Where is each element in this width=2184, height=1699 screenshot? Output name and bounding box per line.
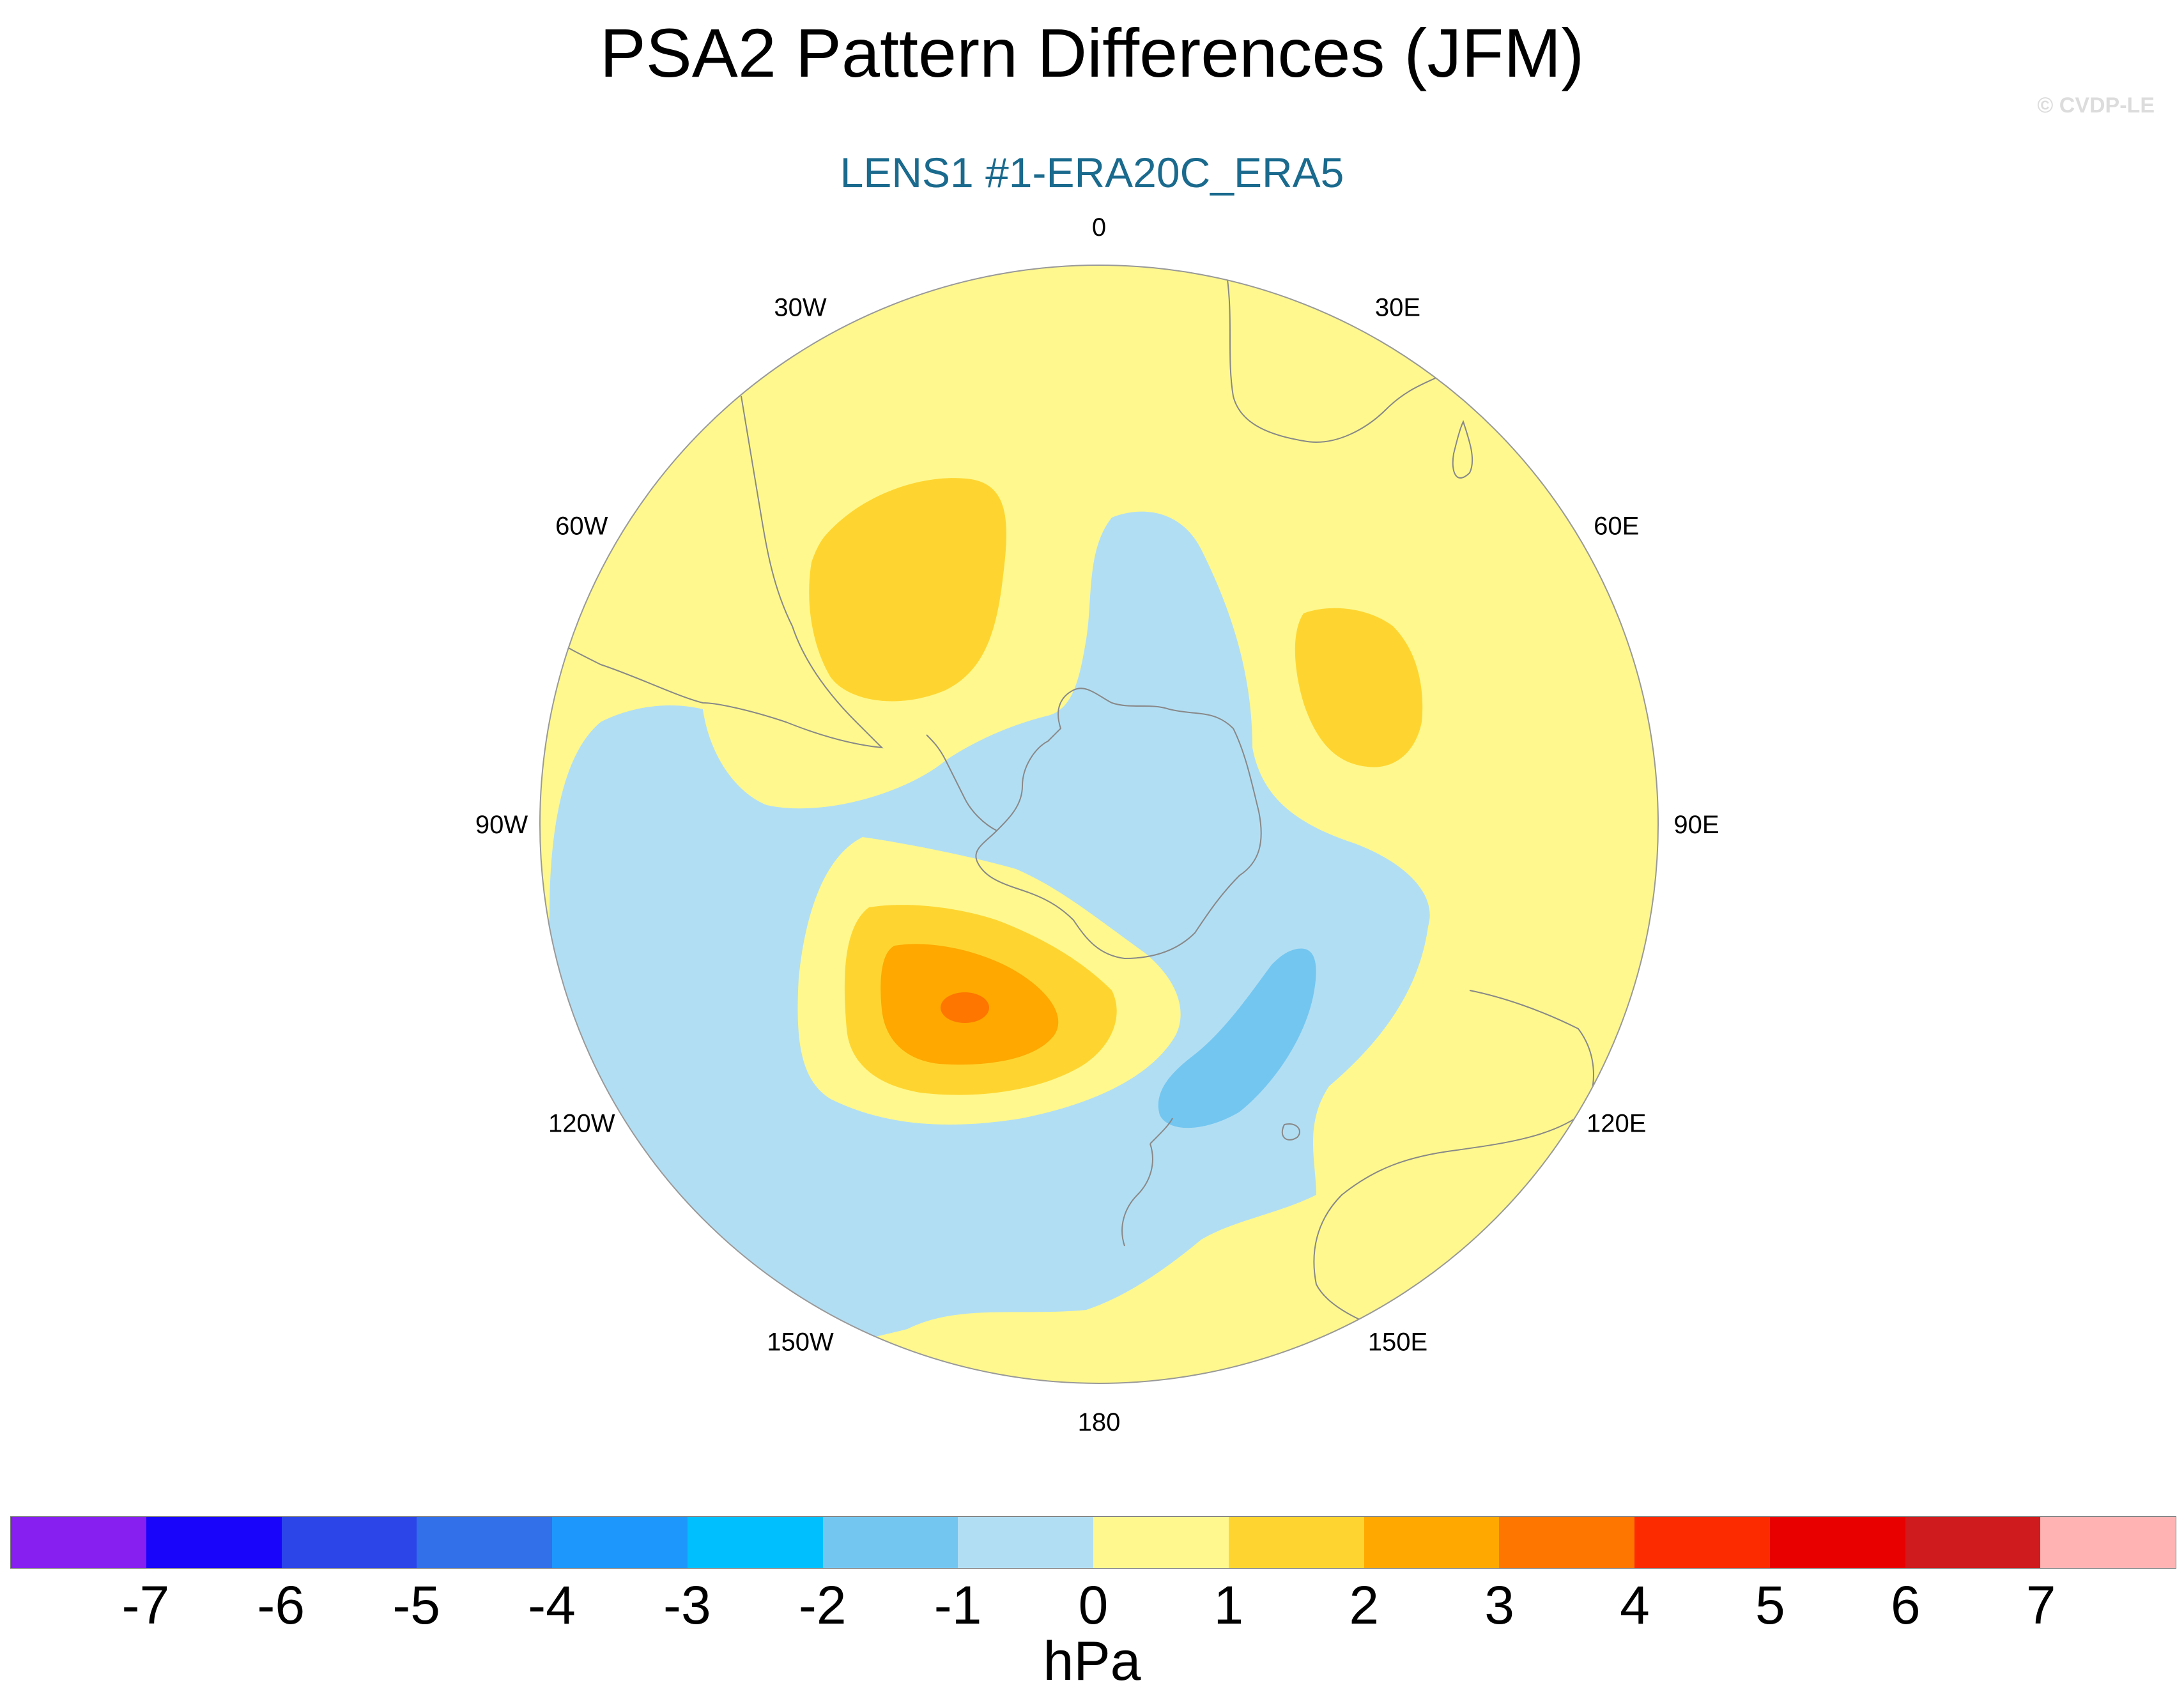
colorbar-tick-label: -4 <box>528 1575 576 1635</box>
chart-subtitle: LENS1 #1-ERA20C_ERA5 <box>840 149 1344 196</box>
colorbar-swatch <box>1769 1517 1905 1568</box>
colorbar-swatch <box>552 1517 688 1568</box>
colorbar-tick-label: 0 <box>1078 1575 1109 1635</box>
coast-antarctic-peninsula <box>926 734 997 831</box>
contour-neg2-south <box>1158 948 1316 1128</box>
longitude-label: 30E <box>1375 293 1420 321</box>
colorbar-tick-label: -5 <box>392 1575 440 1635</box>
coast-africa <box>1226 274 1438 443</box>
longitude-label: 150W <box>767 1328 834 1357</box>
longitude-label: 90W <box>475 811 528 839</box>
colorbar-tick-label: -3 <box>663 1575 711 1635</box>
colorbar-swatch <box>1634 1517 1770 1568</box>
coast-tasmania <box>1281 1123 1300 1141</box>
contour-pos1-west <box>809 478 1006 702</box>
coast-madagascar <box>1452 420 1473 479</box>
colorbar-swatch <box>11 1517 146 1568</box>
colorbar-tick-label: 1 <box>1213 1575 1244 1635</box>
coastlines <box>555 274 1594 1342</box>
colorbar-swatch <box>1093 1517 1229 1568</box>
colorbar-tick-label: 5 <box>1755 1575 1785 1635</box>
colorbar-swatch <box>281 1517 417 1568</box>
colorbar-tick-label: 2 <box>1349 1575 1380 1635</box>
colorbar-tick-label: -1 <box>934 1575 982 1635</box>
chart-title: PSA2 Pattern Differences (JFM) <box>599 14 1585 91</box>
colorbar-swatch <box>417 1517 552 1568</box>
colorbar-swatch <box>822 1517 958 1568</box>
longitude-label: 150E <box>1368 1328 1427 1357</box>
colorbar-tick-label: 3 <box>1484 1575 1514 1635</box>
colorbar-tick-label: 4 <box>1620 1575 1650 1635</box>
longitude-label: 0 <box>1092 213 1106 242</box>
coast-antarctica <box>975 688 1262 960</box>
contour-pos3-south <box>941 992 989 1023</box>
longitude-labels: 0 30E 60E 90E 120E 150E 180 150W 120W 90W 60W 30W <box>475 213 1719 1436</box>
colorbar-swatch <box>1905 1517 2041 1568</box>
longitude-label: 30W <box>774 293 826 321</box>
coast-australia <box>1313 990 1594 1342</box>
colorbar <box>10 1516 2176 1569</box>
longitude-label: 120W <box>548 1110 615 1138</box>
longitude-label: 90E <box>1673 811 1719 839</box>
colorbar-swatch <box>1499 1517 1634 1568</box>
colorbar-swatch <box>1364 1517 1500 1568</box>
colorbar-labels: -7 -6 -5 -4 -3 -2 -1 0 1 2 3 4 5 6 7 <box>0 1573 2184 1643</box>
longitude-label: 120E <box>1587 1110 1646 1138</box>
colorbar-tick-label: 6 <box>1890 1575 1921 1635</box>
map-rim <box>539 265 1659 1384</box>
coast-south-america <box>555 396 884 749</box>
longitude-label: 60W <box>555 512 608 541</box>
colorbar-tick-label: 7 <box>2026 1575 2056 1635</box>
map-disk <box>540 265 1658 1383</box>
contour-pos1-east <box>1295 608 1423 767</box>
longitude-label: 60E <box>1594 512 1639 541</box>
colorbar-swatch <box>687 1517 823 1568</box>
longitude-label: 180 <box>1078 1408 1121 1436</box>
colorbar-swatch <box>146 1517 282 1568</box>
colorbar-tick-label: -6 <box>257 1575 305 1635</box>
colorbar-tick-label: -2 <box>798 1575 847 1635</box>
watermark: © CVDP-LE <box>2037 93 2155 118</box>
colorbar-swatch <box>1228 1517 1364 1568</box>
colorbar-tick-label: -7 <box>121 1575 170 1635</box>
colorbar-swatch <box>958 1517 1093 1568</box>
colorbar-swatch <box>2040 1517 2176 1568</box>
coast-new-zealand <box>1121 1118 1173 1247</box>
colorbar-units: hPa <box>1043 1631 1141 1692</box>
